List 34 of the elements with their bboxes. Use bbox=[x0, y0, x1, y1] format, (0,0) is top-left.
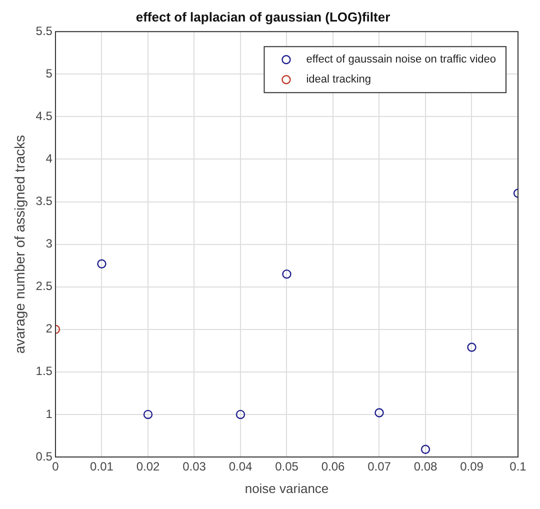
y-tick-label: 0.5 bbox=[36, 449, 53, 464]
legend-label: effect of gaussain noise on traffic video bbox=[306, 54, 496, 66]
point bbox=[374, 408, 384, 418]
y-axis-title: avarage number of assigned tracks bbox=[11, 134, 28, 354]
x-tick-label: 0.06 bbox=[321, 460, 345, 474]
x-tick-label: 0 bbox=[52, 460, 60, 474]
x-tick-label: 0.02 bbox=[136, 460, 160, 474]
point bbox=[97, 259, 106, 268]
y-tick-label: 3 bbox=[46, 236, 53, 251]
y-tick-label: 1.5 bbox=[36, 364, 53, 378]
point bbox=[467, 342, 476, 352]
y-tick-label: 2.5 bbox=[36, 279, 53, 294]
chart-title: effect of laplacian of gaussian (LOG)filter bbox=[136, 9, 390, 24]
x-tick-label: 0.07 bbox=[368, 460, 392, 474]
x-tick-label: 0.04 bbox=[228, 460, 252, 474]
legend-label: ideal tracking bbox=[306, 74, 372, 86]
x-tick-label: 0.1 bbox=[510, 460, 527, 474]
x-tick-label: 0.08 bbox=[414, 460, 438, 474]
x-axis-title: noise variance bbox=[244, 480, 329, 496]
x-tick-label: 0.01 bbox=[90, 460, 114, 474]
x-tick-label: 0.03 bbox=[182, 460, 206, 474]
point bbox=[282, 269, 292, 279]
y-tick-label: 3.5 bbox=[36, 194, 53, 208]
y-tick-label: 5.5 bbox=[36, 24, 53, 38]
y-tick-label: 4.5 bbox=[36, 108, 53, 123]
point bbox=[143, 410, 153, 420]
x-tick-label: 0.05 bbox=[275, 460, 299, 474]
x-tick-label: 0.09 bbox=[460, 460, 484, 474]
y-tick-label: 4 bbox=[46, 152, 53, 166]
point bbox=[236, 410, 246, 420]
point bbox=[420, 444, 430, 454]
y-tick-label: 5 bbox=[46, 66, 53, 80]
y-tick-label: 2 bbox=[46, 322, 53, 336]
y-tick-label: 1 bbox=[46, 406, 53, 421]
